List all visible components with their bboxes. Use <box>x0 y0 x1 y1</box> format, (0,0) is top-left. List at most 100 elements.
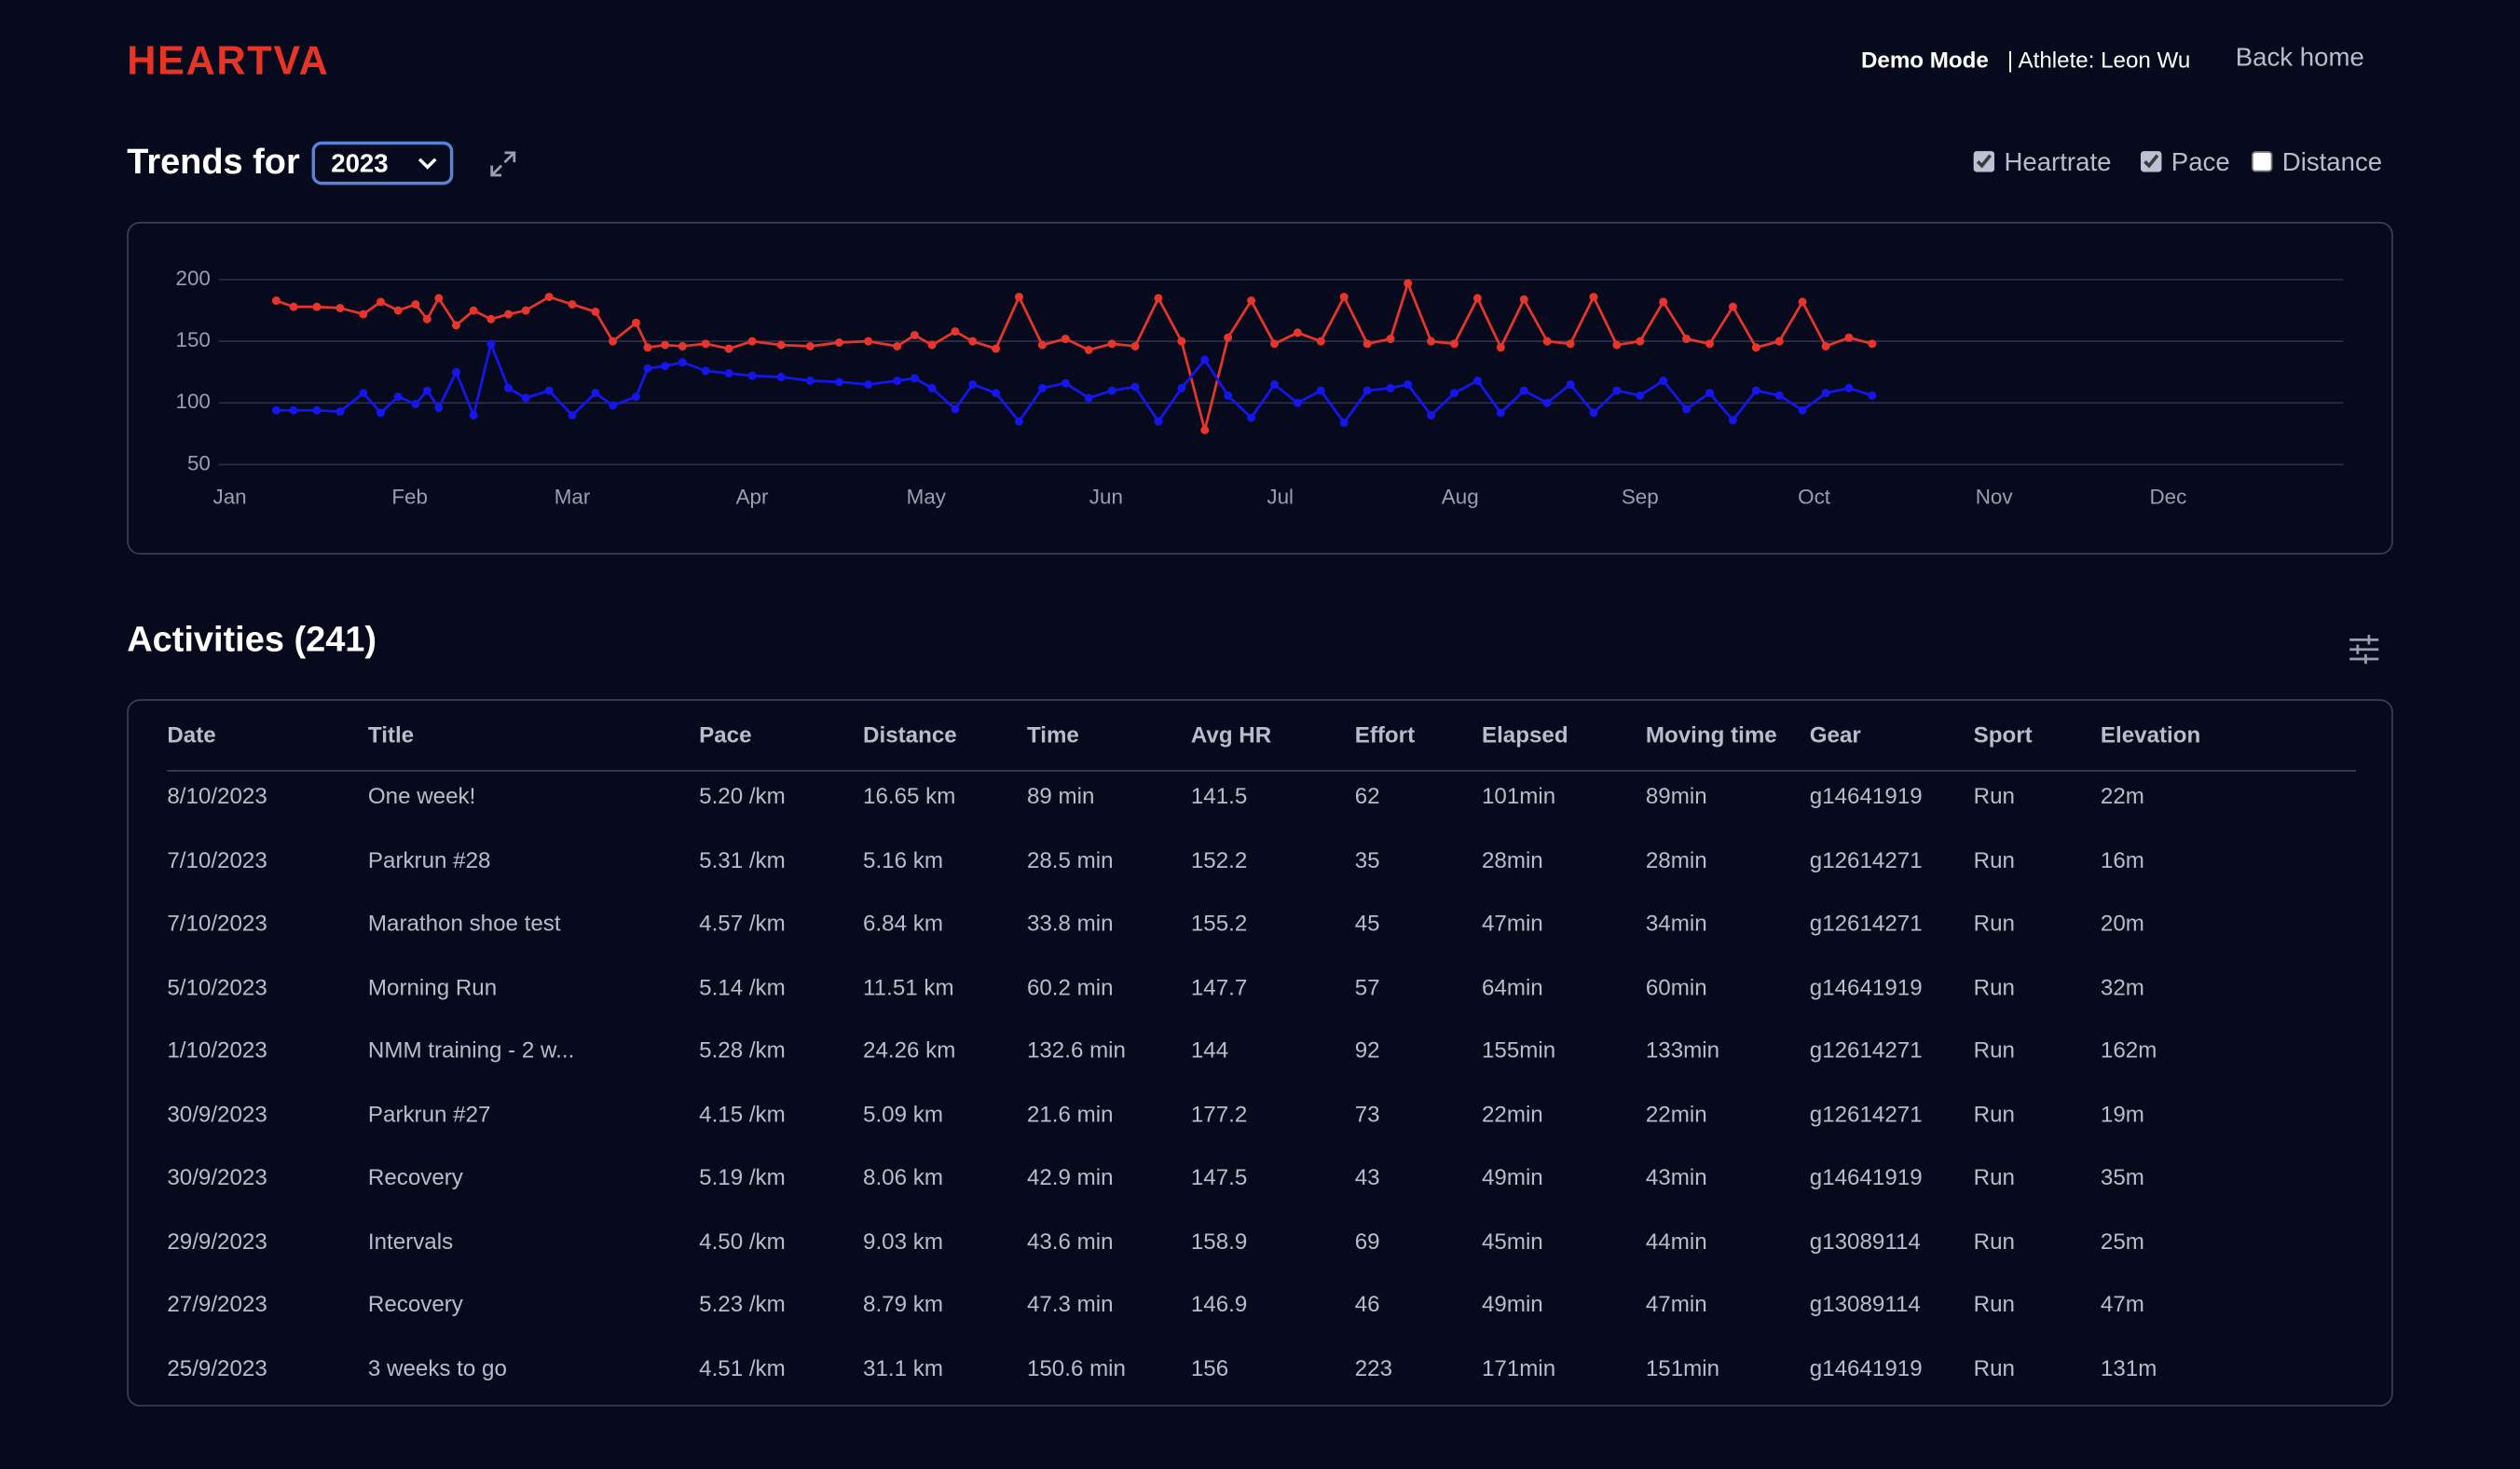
table-cell: 60.2 min <box>1026 973 1114 999</box>
settings-icon[interactable] <box>2347 632 2382 667</box>
table-cell: 3 weeks to go <box>367 1353 507 1380</box>
table-cell: 35m <box>2100 1163 2144 1190</box>
x-tick-label: Jul <box>1267 486 1294 509</box>
table-cell: 69 <box>1354 1227 1380 1254</box>
table-cell: 150.6 min <box>1026 1353 1126 1380</box>
activities-title: Activities (241) <box>127 618 377 660</box>
point <box>1404 379 1413 389</box>
point <box>992 344 1001 353</box>
point <box>1154 294 1163 303</box>
table-cell: 5.31 /km <box>699 845 786 872</box>
table-cell: 4.15 /km <box>699 1100 786 1127</box>
point <box>451 367 460 377</box>
point <box>632 318 640 327</box>
column-header: Effort <box>1354 721 1416 748</box>
point <box>568 411 577 419</box>
point <box>1659 297 1668 307</box>
point <box>1496 408 1505 418</box>
point <box>1751 386 1760 395</box>
chart: 50 100 150 200 Jan Feb Mar Apr May Jun Jul Aug Sep Oc… <box>176 267 2344 509</box>
point <box>1450 339 1459 349</box>
table-cell: 22min <box>1645 1100 1707 1127</box>
point <box>834 338 843 347</box>
point <box>1612 340 1622 350</box>
logo[interactable]: HEARTVA <box>127 38 330 84</box>
table-cell: Recovery <box>367 1163 463 1190</box>
y-tick-label: 50 <box>187 451 211 474</box>
activities-table: Date Title Pace Distance Time Avg HR Effort Ela… <box>127 699 2393 1407</box>
table-cell: 8.06 km <box>863 1163 943 1190</box>
point <box>1269 379 1279 389</box>
y-tick-label: 100 <box>176 390 211 413</box>
table-cell: 28min <box>1645 845 1707 872</box>
toggle-label: Pace <box>2171 149 2230 177</box>
table-cell: 20m <box>2100 910 2144 936</box>
point <box>1363 339 1372 349</box>
table-cell: 32m <box>2100 973 2144 999</box>
point <box>927 383 937 392</box>
point <box>1450 389 1459 398</box>
checkbox[interactable] <box>2141 151 2162 172</box>
point <box>1798 405 1807 415</box>
point <box>591 307 600 316</box>
point <box>393 306 403 315</box>
table-cell: 43min <box>1645 1163 1707 1190</box>
toggle[interactable]: Heartrate <box>1973 149 2111 178</box>
table-cell: 4.57 /km <box>699 910 786 936</box>
point <box>1682 405 1691 414</box>
year-select[interactable]: 2023 <box>311 141 454 185</box>
table-cell: 162m <box>2100 1037 2157 1063</box>
chart-card: 50 100 150 200 Jan Feb Mar Apr May Jun Jul Aug Sep Oc… <box>127 221 2393 555</box>
checkbox[interactable] <box>1973 151 1995 172</box>
table-cell: 152.2 <box>1190 845 1248 872</box>
point <box>359 389 368 398</box>
point <box>411 300 420 309</box>
table-cell: Marathon shoe test <box>367 910 561 936</box>
table-cell: 155.2 <box>1190 910 1248 936</box>
point <box>451 321 460 330</box>
x-tick-label: Feb <box>391 486 428 509</box>
table-cell: Run <box>1973 973 2015 999</box>
point <box>776 340 786 350</box>
table-cell: Run <box>1973 910 2015 936</box>
point <box>1084 345 1093 354</box>
point <box>661 362 670 371</box>
checkbox[interactable] <box>2252 151 2273 172</box>
point <box>1154 417 1163 426</box>
point <box>776 373 786 381</box>
table-cell: 4.50 /km <box>699 1227 786 1254</box>
table-cell: 27/9/2023 <box>167 1290 267 1317</box>
back-home[interactable]: Back home <box>2235 45 2364 73</box>
table-cell: 21.6 min <box>1026 1100 1114 1127</box>
table-cell: 11.51 km <box>863 973 954 999</box>
table-cell: 131m <box>2100 1353 2157 1380</box>
table-cell: 25m <box>2100 1227 2144 1254</box>
expand-icon[interactable] <box>487 148 519 180</box>
point <box>951 327 960 336</box>
point <box>1247 413 1256 422</box>
point <box>1636 391 1645 400</box>
toggle[interactable]: Distance <box>2252 149 2382 178</box>
table-cell: Run <box>1973 1163 2015 1190</box>
point <box>805 376 815 385</box>
table-cell: 49min <box>1481 1163 1543 1190</box>
table-cell: g12614271 <box>1809 1037 1923 1063</box>
x-tick-label: Jan <box>213 486 247 509</box>
point <box>1316 386 1325 395</box>
point <box>678 341 687 350</box>
point <box>1844 383 1854 392</box>
point <box>1177 336 1186 346</box>
table-cell: 147.5 <box>1190 1163 1248 1190</box>
table-cell: Run <box>1973 845 2015 872</box>
table-cell: 171min <box>1481 1353 1556 1380</box>
table-cell: 49min <box>1481 1290 1543 1317</box>
column-header: Date <box>167 721 216 748</box>
table-cell: 5.14 /km <box>699 973 786 999</box>
toggle[interactable]: Pace <box>2141 149 2230 178</box>
point <box>864 379 873 389</box>
table-cell: 5.28 /km <box>699 1037 786 1063</box>
series-line <box>275 279 1873 431</box>
table-cell: 33.8 min <box>1026 910 1114 936</box>
point <box>422 314 431 323</box>
